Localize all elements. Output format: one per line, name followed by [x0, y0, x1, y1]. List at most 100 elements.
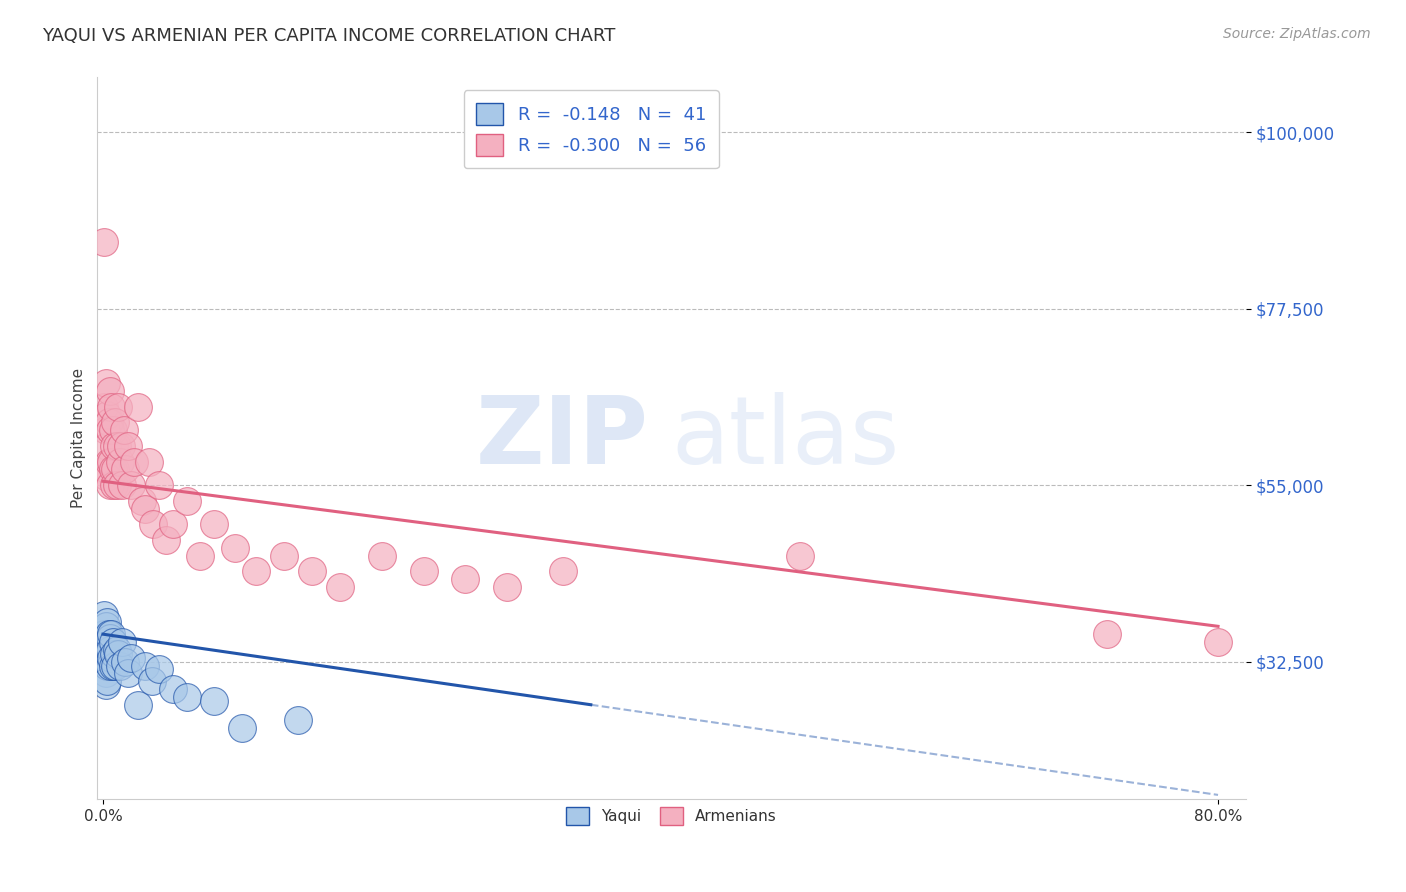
- Point: [273, 549, 295, 563]
- Point: [1206, 635, 1229, 649]
- Point: [551, 565, 574, 579]
- Point: [100, 455, 122, 469]
- Point: [97, 416, 120, 430]
- Point: [204, 517, 226, 532]
- Point: [96, 658, 118, 673]
- Point: [96, 674, 118, 689]
- Point: [329, 580, 352, 594]
- Y-axis label: Per Capita Income: Per Capita Income: [72, 368, 86, 508]
- Point: [93, 650, 115, 665]
- Point: [110, 439, 132, 453]
- Point: [93, 627, 115, 641]
- Point: [100, 400, 122, 414]
- Point: [111, 478, 134, 492]
- Point: [107, 400, 129, 414]
- Point: [162, 681, 184, 696]
- Point: [96, 615, 118, 630]
- Point: [103, 647, 125, 661]
- Point: [97, 455, 120, 469]
- Point: [138, 455, 160, 469]
- Point: [224, 541, 246, 555]
- Point: [117, 666, 139, 681]
- Point: [98, 643, 121, 657]
- Point: [112, 423, 135, 437]
- Point: [103, 439, 125, 453]
- Point: [111, 635, 134, 649]
- Point: [94, 666, 117, 681]
- Point: [94, 678, 117, 692]
- Point: [94, 619, 117, 633]
- Point: [114, 655, 136, 669]
- Point: [117, 439, 139, 453]
- Point: [97, 627, 120, 641]
- Point: [96, 635, 118, 649]
- Point: [100, 650, 122, 665]
- Point: [107, 647, 129, 661]
- Point: [94, 643, 117, 657]
- Point: [105, 478, 128, 492]
- Point: [412, 565, 434, 579]
- Point: [104, 462, 127, 476]
- Point: [176, 690, 198, 704]
- Point: [100, 627, 122, 641]
- Point: [108, 455, 131, 469]
- Point: [96, 439, 118, 453]
- Point: [98, 423, 121, 437]
- Point: [93, 607, 115, 622]
- Point: [97, 639, 120, 653]
- Point: [162, 517, 184, 532]
- Point: [105, 643, 128, 657]
- Point: [245, 565, 267, 579]
- Point: [94, 462, 117, 476]
- Point: [98, 384, 121, 398]
- Point: [148, 663, 170, 677]
- Point: [120, 478, 142, 492]
- Point: [287, 714, 309, 728]
- Point: [101, 658, 124, 673]
- Point: [141, 674, 163, 689]
- Point: [105, 439, 128, 453]
- Point: [231, 721, 253, 735]
- Point: [98, 478, 121, 492]
- Point: [204, 694, 226, 708]
- Point: [94, 631, 117, 645]
- Point: [1095, 627, 1118, 641]
- Point: [94, 423, 117, 437]
- Point: [104, 416, 127, 430]
- Point: [98, 631, 121, 645]
- Point: [155, 533, 177, 547]
- Point: [134, 501, 156, 516]
- Point: [94, 655, 117, 669]
- Point: [98, 658, 121, 673]
- Point: [176, 494, 198, 508]
- Point: [131, 494, 153, 508]
- Point: [122, 455, 145, 469]
- Point: [148, 478, 170, 492]
- Point: [301, 565, 323, 579]
- Point: [93, 235, 115, 249]
- Text: Source: ZipAtlas.com: Source: ZipAtlas.com: [1223, 27, 1371, 41]
- Text: atlas: atlas: [672, 392, 900, 484]
- Point: [454, 572, 477, 586]
- Point: [96, 408, 118, 422]
- Point: [101, 462, 124, 476]
- Point: [104, 658, 127, 673]
- Point: [96, 647, 118, 661]
- Point: [127, 400, 149, 414]
- Point: [142, 517, 165, 532]
- Point: [134, 658, 156, 673]
- Point: [496, 580, 519, 594]
- Legend: Yaqui, Armenians: Yaqui, Armenians: [557, 797, 786, 835]
- Point: [127, 698, 149, 712]
- Point: [101, 423, 124, 437]
- Text: ZIP: ZIP: [475, 392, 648, 484]
- Point: [94, 376, 117, 391]
- Point: [120, 650, 142, 665]
- Point: [103, 478, 125, 492]
- Point: [114, 462, 136, 476]
- Text: YAQUI VS ARMENIAN PER CAPITA INCOME CORRELATION CHART: YAQUI VS ARMENIAN PER CAPITA INCOME CORR…: [42, 27, 616, 45]
- Point: [789, 549, 811, 563]
- Point: [96, 470, 118, 484]
- Point: [108, 658, 131, 673]
- Point: [93, 400, 115, 414]
